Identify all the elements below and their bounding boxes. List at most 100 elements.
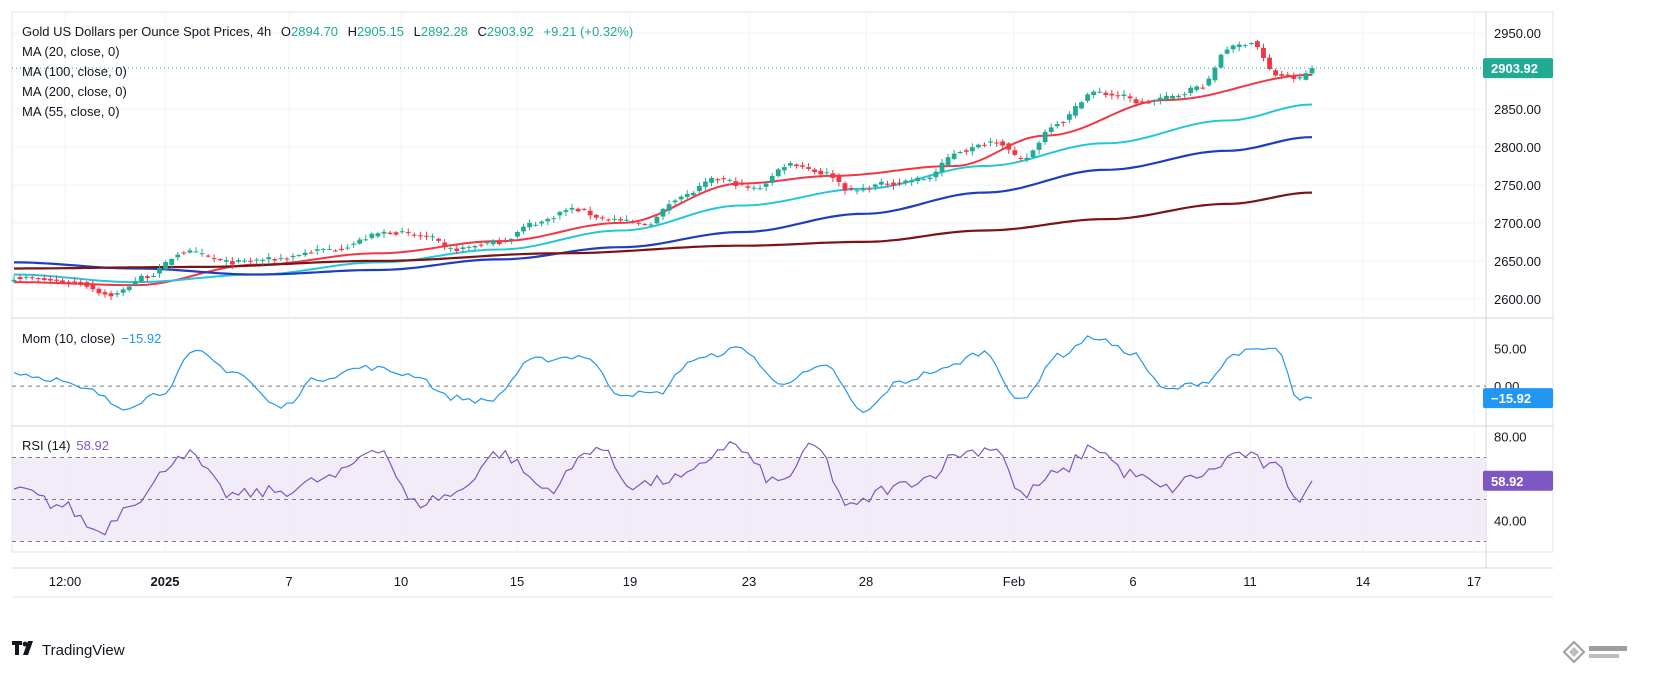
instrument-title: Gold US Dollars per Ounce Spot Prices, 4… (22, 24, 272, 39)
candle-body (29, 277, 35, 279)
candle-body (223, 260, 229, 262)
change-value: +9.21 (+0.32%) (543, 24, 634, 39)
candle-body (357, 239, 363, 244)
legend-rsi-value: 58.92 (76, 438, 109, 453)
momentum-line (13, 335, 1313, 414)
time-tick-label: 10 (394, 574, 408, 589)
legend-rsi[interactable]: RSI (14) 58.92 (22, 438, 109, 453)
candle-body (387, 232, 393, 234)
candle-body (976, 144, 981, 148)
candle-body (866, 188, 872, 190)
candle-body (1133, 99, 1139, 104)
candle-body (254, 259, 260, 261)
candle-body (478, 244, 484, 246)
low-value: 2892.28 (420, 24, 468, 39)
candle-body (1091, 91, 1097, 95)
candle-body (763, 183, 769, 187)
candle-body (618, 219, 623, 221)
candle-body (703, 181, 708, 187)
candle-body (787, 163, 793, 166)
candle-body (521, 226, 526, 232)
candle-body (466, 246, 472, 248)
candle-body (593, 214, 599, 218)
candle-body (1303, 73, 1309, 80)
candle-body (333, 250, 338, 252)
mom-tick-label: 50.00 (1494, 342, 1527, 357)
candle-body (969, 147, 975, 152)
close-label: C (477, 24, 487, 39)
candle-body (1127, 96, 1133, 99)
candle-body (660, 208, 666, 217)
candle-body (581, 208, 587, 210)
legend-ma100[interactable]: MA (100, close, 0) (22, 64, 127, 79)
time-tick-label: 7 (285, 574, 292, 589)
legend-mom[interactable]: Mom (10, close) −15.92 (22, 331, 161, 346)
candle-body (878, 181, 884, 185)
candle-body (17, 277, 23, 279)
candle-body (1079, 102, 1084, 109)
candle-body (727, 179, 733, 181)
time-tick-label: 28 (859, 574, 873, 589)
candle-body (988, 141, 993, 143)
candle-body (533, 224, 539, 226)
candle-body (715, 179, 720, 181)
legend-mom-value: −15.92 (121, 331, 162, 346)
candle-body (1267, 57, 1272, 70)
candle-body (745, 186, 751, 188)
candle-body (1212, 67, 1218, 81)
candle-body (739, 183, 745, 185)
rsi-tick-label: 40.00 (1494, 514, 1527, 529)
candle-body (1236, 44, 1242, 48)
time-tick-label: 23 (742, 574, 756, 589)
candle-body (1176, 95, 1181, 98)
high-value: 2905.15 (357, 24, 405, 39)
tradingview-footer[interactable]: TradingView (12, 641, 125, 660)
candle-body (933, 171, 939, 178)
candle-body (709, 177, 714, 183)
candle-body (836, 175, 842, 182)
candle-body (84, 282, 90, 287)
candle-body (72, 281, 78, 283)
open-label: O (280, 24, 292, 39)
candle-body (496, 241, 502, 245)
time-tick-label: 6 (1129, 574, 1136, 589)
candle-body (472, 245, 478, 248)
candle-body (806, 167, 811, 169)
candle-body (1248, 43, 1254, 45)
legend-ma100-label: MA (100, close, 0) (22, 64, 127, 79)
rsi-tick-label: 80.00 (1494, 430, 1527, 445)
candle-body (120, 289, 126, 293)
candle-body (181, 252, 187, 254)
candle-body (11, 279, 17, 282)
candle-body (327, 249, 332, 251)
candle-body (290, 255, 296, 258)
candle-body (1242, 45, 1248, 47)
candle-body (1151, 100, 1157, 102)
time-tick-label: 19 (623, 574, 637, 589)
candle-body (945, 157, 951, 166)
candle-body (1024, 157, 1030, 161)
candle-body (696, 185, 702, 192)
mom-badge-text: −15.92 (1491, 391, 1531, 406)
candle-body (824, 172, 830, 174)
legend-ma200[interactable]: MA (200, close, 0) (22, 84, 127, 99)
candle-body (927, 177, 933, 180)
candle-body (557, 211, 563, 216)
candle-body (769, 175, 775, 183)
candle-body (339, 248, 344, 251)
price-badge-text: 2903.92 (1491, 61, 1538, 76)
legend-ma55[interactable]: MA (55, close, 0) (22, 104, 120, 119)
candle-body (1018, 157, 1024, 159)
candle-body (1261, 47, 1266, 59)
candle-body (1000, 141, 1006, 146)
candle-body (217, 259, 223, 261)
candle-body (1297, 77, 1303, 79)
candle-body (405, 232, 411, 234)
candle-body (636, 222, 642, 224)
candle-body (606, 219, 611, 221)
time-tick-label: 17 (1467, 574, 1481, 589)
candle-body (96, 288, 102, 294)
legend-ma20[interactable]: MA (20, close, 0) (22, 44, 120, 59)
candle-body (569, 207, 575, 210)
